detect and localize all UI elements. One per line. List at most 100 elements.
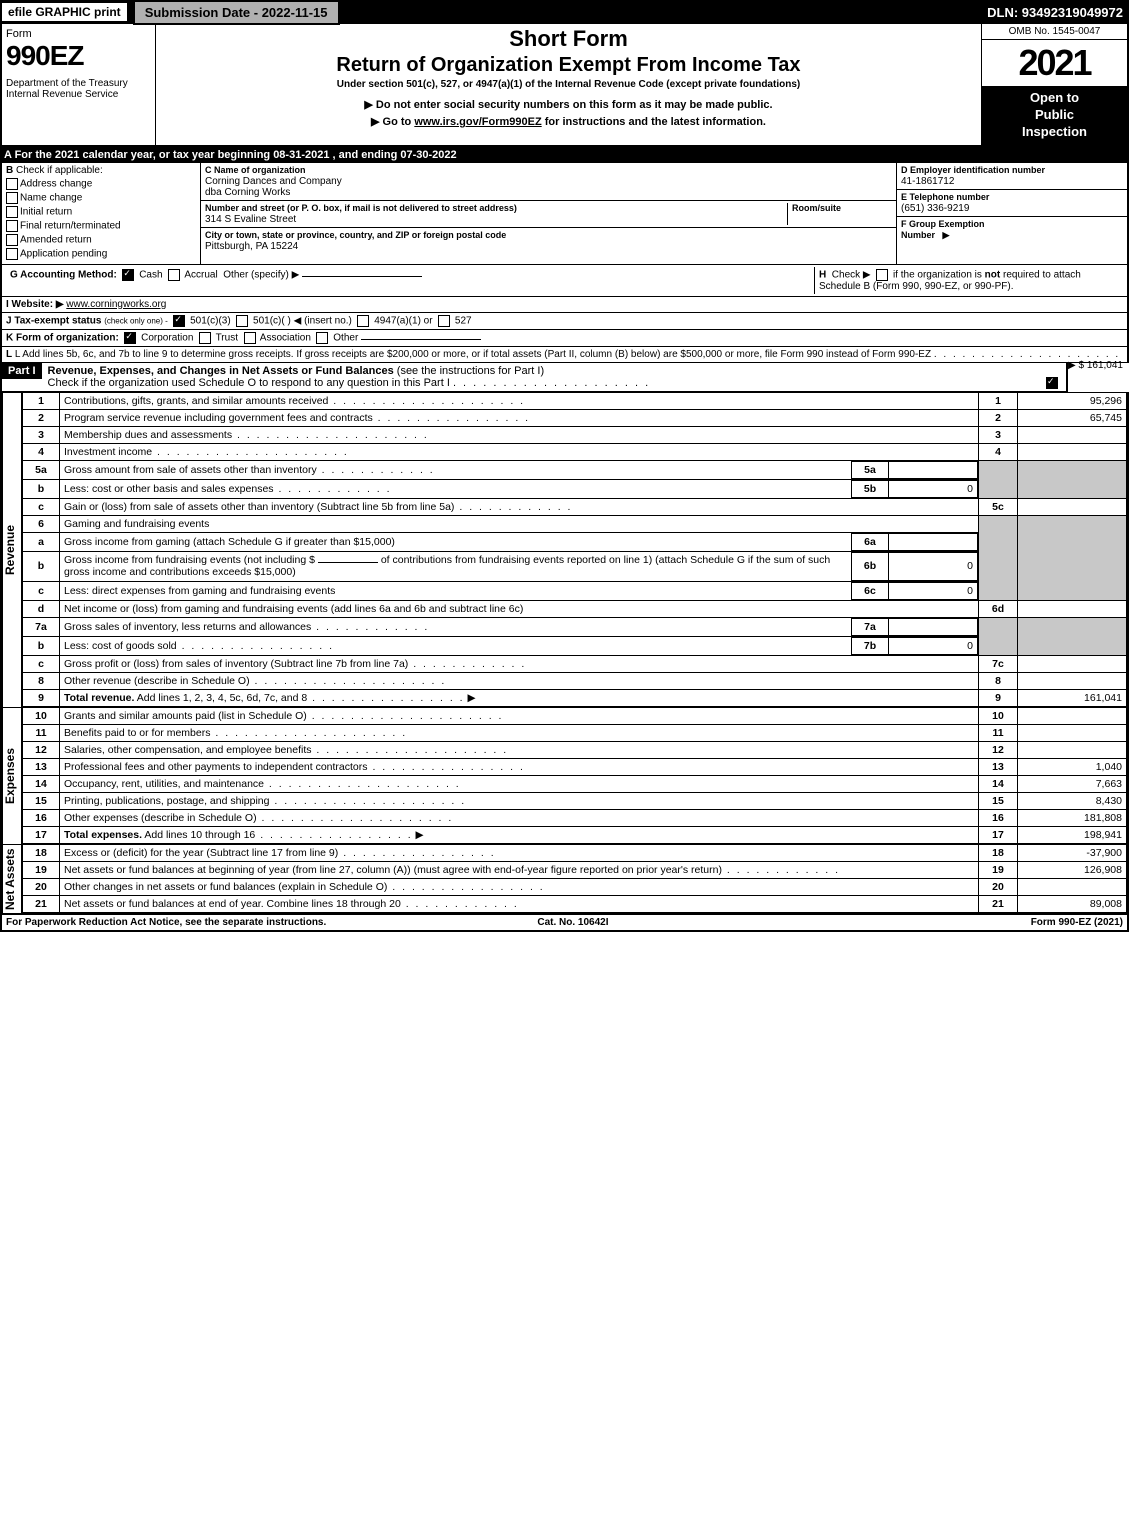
footer-mid: Cat. No. 10642I [537, 917, 608, 928]
org-name: Corning Dances and Company [205, 176, 342, 187]
link-post: for instructions and the latest informat… [545, 116, 766, 128]
e-row: E Telephone number (651) 336-9219 [897, 190, 1127, 217]
submission-date: Submission Date - 2022-11-15 [133, 0, 340, 25]
checkbox-accrual-icon[interactable] [168, 269, 180, 281]
checkbox-icon[interactable] [6, 220, 18, 232]
e-hdr: E Telephone number [901, 192, 989, 202]
street-row: Number and street (or P. O. box, if mail… [201, 201, 896, 228]
open-inspection: Open toPublicInspection [982, 86, 1127, 145]
chk-address: Address change [6, 178, 196, 190]
k-other-line [361, 339, 481, 340]
gh-row: G Accounting Method: Cash Accrual Other … [0, 265, 1129, 297]
checkbox-501c-icon[interactable] [236, 315, 248, 327]
g-row: G Accounting Method: Cash Accrual Other … [6, 267, 814, 294]
checkbox-trust-icon[interactable] [199, 332, 211, 344]
other-specify [302, 276, 422, 277]
page-footer: For Paperwork Reduction Act Notice, see … [0, 915, 1129, 932]
checkbox-icon[interactable] [6, 206, 18, 218]
chk-final: Final return/terminated [6, 220, 196, 232]
efile-label: efile GRAPHIC print [0, 1, 129, 23]
instructions-link-row: ▶ Go to www.irs.gov/Form990EZ for instru… [162, 115, 975, 128]
dots [934, 349, 1120, 360]
link-pre: ▶ Go to [371, 116, 414, 128]
chk-initial: Initial return [6, 206, 196, 218]
netassets-container: Net Assets 18Excess or (deficit) for the… [0, 844, 1129, 915]
netassets-table: 18Excess or (deficit) for the year (Subt… [22, 844, 1127, 913]
dln: DLN: 93492319049972 [987, 5, 1129, 20]
j-row: J Tax-exempt status (check only one) - 5… [0, 313, 1129, 330]
header-left: Form 990EZ Department of the TreasuryInt… [2, 24, 156, 145]
l-amount: ▶ $ 161,041 [1068, 360, 1123, 371]
department: Department of the TreasuryInternal Reven… [6, 78, 151, 100]
org-dba: dba Corning Works [205, 187, 290, 198]
l-row: L L Add lines 5b, 6c, and 7b to line 9 t… [0, 347, 1129, 363]
checkbox-icon[interactable] [6, 248, 18, 260]
top-bar: efile GRAPHIC print Submission Date - 20… [0, 0, 1129, 24]
header-center: Short Form Return of Organization Exempt… [156, 24, 982, 145]
expenses-table: 10Grants and similar amounts paid (list … [22, 707, 1127, 844]
city-row: City or town, state or province, country… [201, 228, 896, 254]
checkbox-scho-icon[interactable] [1046, 377, 1058, 389]
form-header: Form 990EZ Department of the TreasuryInt… [0, 24, 1129, 147]
checkbox-assoc-icon[interactable] [244, 332, 256, 344]
checkbox-corp-icon[interactable] [124, 332, 136, 344]
l-text: L Add lines 5b, 6c, and 7b to line 9 to … [15, 349, 931, 360]
revenue-container: Revenue 1Contributions, gifts, grants, a… [0, 392, 1129, 707]
ssn-warning: ▶ Do not enter social security numbers o… [162, 98, 975, 111]
section-def: D Employer identification number 41-1861… [897, 163, 1127, 264]
checkbox-h-icon[interactable] [876, 269, 888, 281]
g-label: G Accounting Method: [10, 269, 117, 280]
f-row: F Group ExemptionNumber ▶ [897, 217, 1127, 243]
info-block: B Check if applicable: Address change Na… [0, 163, 1129, 265]
omb-number: OMB No. 1545-0047 [982, 24, 1127, 40]
org-name-row: C Name of organization Corning Dances an… [201, 163, 896, 201]
short-form: Short Form [162, 26, 975, 52]
section-c: C Name of organization Corning Dances an… [201, 163, 897, 264]
street: 314 S Evaline Street [205, 214, 296, 225]
website-link[interactable]: www.corningworks.org [66, 299, 166, 310]
checkbox-other-icon[interactable] [316, 332, 328, 344]
irs-link[interactable]: www.irs.gov/Form990EZ [414, 116, 541, 128]
section-b: B Check if applicable: Address change Na… [2, 163, 201, 264]
footer-left: For Paperwork Reduction Act Notice, see … [6, 917, 326, 928]
phone: (651) 336-9219 [901, 203, 969, 214]
checkbox-icon[interactable] [6, 234, 18, 246]
footer-right: Form 990-EZ (2021) [1031, 917, 1123, 928]
street-hdr: Number and street (or P. O. box, if mail… [205, 203, 517, 213]
expenses-label: Expenses [2, 707, 22, 844]
form-title: Return of Organization Exempt From Incom… [162, 54, 975, 77]
d-row: D Employer identification number 41-1861… [897, 163, 1127, 190]
checkbox-4947-icon[interactable] [357, 315, 369, 327]
header-right: OMB No. 1545-0047 2021 Open toPublicInsp… [982, 24, 1127, 145]
d-hdr: D Employer identification number [901, 165, 1045, 175]
checkbox-icon[interactable] [6, 192, 18, 204]
checkbox-501c3-icon[interactable] [173, 315, 185, 327]
b-label: B Check if applicable: [6, 165, 196, 176]
section-a: A For the 2021 calendar year, or tax yea… [0, 147, 1129, 163]
j-label: J Tax-exempt status [6, 315, 101, 326]
form-word: Form [6, 28, 151, 40]
f-hdr: F Group ExemptionNumber ▶ [901, 219, 985, 240]
city: Pittsburgh, PA 15224 [205, 241, 298, 252]
checkbox-cash-icon[interactable] [122, 269, 134, 281]
chk-amended: Amended return [6, 234, 196, 246]
checkbox-icon[interactable] [6, 178, 18, 190]
part-i-tag: Part I [2, 363, 42, 379]
i-label: I Website: ▶ [6, 299, 64, 310]
city-hdr: City or town, state or province, country… [205, 230, 506, 240]
expenses-container: Expenses 10Grants and similar amounts pa… [0, 707, 1129, 844]
checkbox-527-icon[interactable] [438, 315, 450, 327]
revenue-label: Revenue [2, 392, 22, 707]
part-i-title: Revenue, Expenses, and Changes in Net As… [48, 365, 394, 377]
form-number: 990EZ [6, 40, 151, 72]
room-hdr: Room/suite [792, 203, 841, 213]
part-i-header: Part I Revenue, Expenses, and Changes in… [0, 363, 1068, 392]
chk-pending: Application pending [6, 248, 196, 260]
k-label: K Form of organization: [6, 332, 119, 343]
revenue-table: 1Contributions, gifts, grants, and simil… [22, 392, 1127, 707]
i-row: I Website: ▶ www.corningworks.org [0, 297, 1129, 313]
form-subtitle: Under section 501(c), 527, or 4947(a)(1)… [162, 79, 975, 90]
tax-year: 2021 [982, 40, 1127, 86]
netassets-label: Net Assets [2, 844, 22, 913]
h-row: H Check ▶ if the organization is not req… [814, 267, 1123, 294]
